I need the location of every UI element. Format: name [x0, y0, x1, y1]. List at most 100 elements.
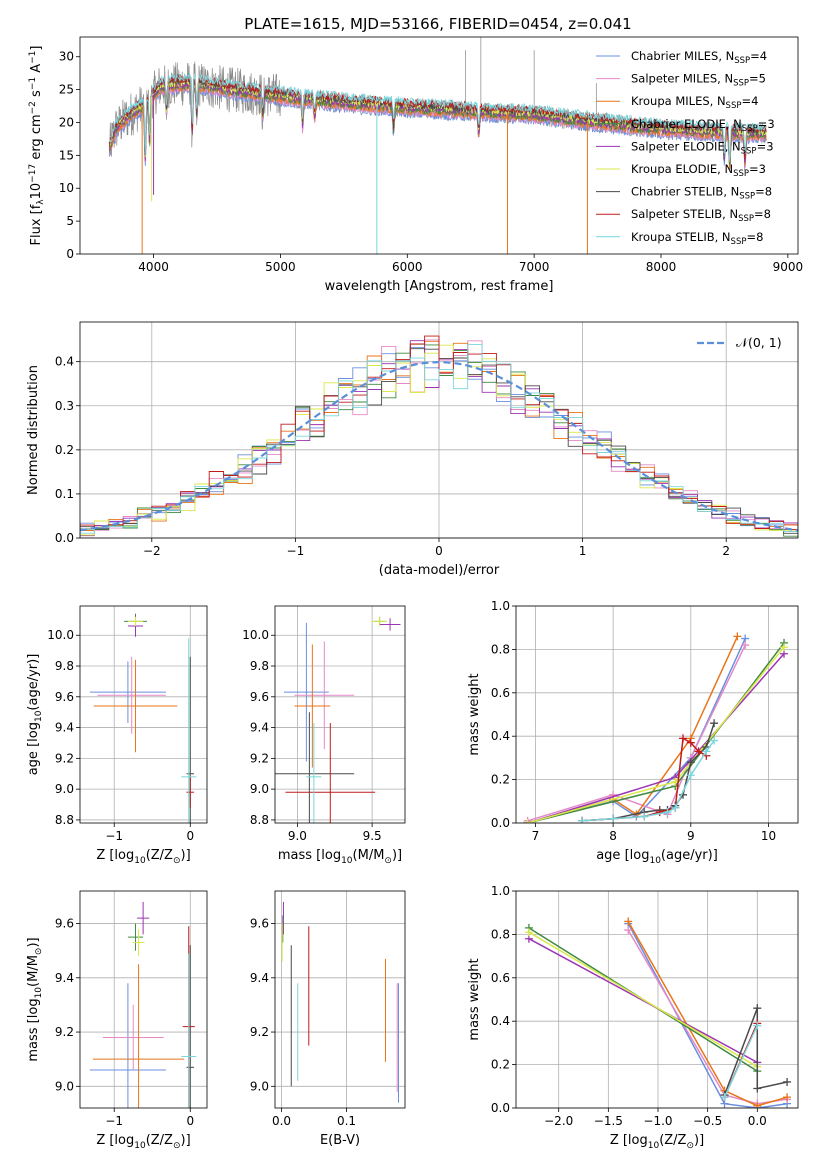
- x-tick-label: 5000: [265, 260, 296, 274]
- y-tick-label: 0.2: [491, 1058, 510, 1072]
- label-part: mass weight: [467, 958, 482, 1040]
- x-axis-label: age [log10(age/yr)]: [596, 848, 718, 866]
- y-tick-label: 20: [59, 115, 74, 129]
- legend-label: Chabrier ELODIE, NSSP=3: [631, 117, 775, 134]
- x-tick-label: 9000: [773, 260, 804, 274]
- point-marker-chab_stelib: [686, 758, 695, 767]
- label-part: (M/M: [26, 955, 41, 987]
- series-line-krou_stelib: [581, 740, 715, 822]
- x-axis-label: Z [log10(Z/Z⊙)]: [96, 848, 190, 866]
- label-part: Salpeter MILES, N: [631, 72, 733, 86]
- x-tick-label: 10: [761, 829, 776, 843]
- y-tick-label: 9.0: [250, 782, 269, 796]
- y-tick-label: 9.2: [55, 751, 74, 765]
- label-part: Flux [f: [29, 204, 44, 245]
- y-axis-label: Normed distribution: [26, 365, 41, 495]
- label-part: (Z/Z: [146, 848, 173, 863]
- plot-area: [108, 37, 767, 254]
- label-part: =3: [757, 139, 774, 153]
- legend-label: Kroupa STELIB, NSSP=8: [631, 230, 763, 247]
- label-part: erg cm: [29, 114, 44, 163]
- label-part: =4: [750, 49, 767, 63]
- label-part: Kroupa ELODIE, N: [631, 162, 733, 176]
- point-marker-salp_miles: [624, 926, 633, 935]
- model-spectrum-salp_stelib: [108, 74, 767, 162]
- point-marker-salp_stelib: [686, 738, 695, 747]
- label-part: (Z/Z: [659, 1133, 686, 1148]
- label-part: )]: [694, 1133, 704, 1148]
- y-tick-label: 1.0: [491, 599, 510, 613]
- y-tick-label: 9.0: [55, 1079, 74, 1093]
- label-part: SSP: [739, 192, 755, 202]
- label-part: 10: [649, 856, 661, 866]
- y-tick-label: 0.2: [55, 443, 74, 457]
- x-tick-label: 2: [722, 544, 730, 558]
- x-axis-label: wavelength [Angstrom, rest frame]: [325, 279, 554, 294]
- normal-reference-curve: [80, 360, 798, 532]
- label-part: 10: [29, 183, 44, 200]
- point-marker-krou_miles: [624, 917, 633, 926]
- label-part: Salpeter ELODIE, N: [631, 139, 741, 153]
- label-part: =5: [749, 72, 766, 86]
- model-spectrum-krou_stelib: [109, 73, 767, 161]
- point-marker-chab_stelib: [783, 1077, 792, 1086]
- panel-age_vs_mass: 9.0 9.5 8.8 9.0 9.2 9.4 9.6 9.8 10.0 mass [log10(…: [242, 605, 406, 866]
- y-tick-label: 9.6: [250, 917, 269, 931]
- point-marker-salp_stelib: [694, 747, 703, 756]
- y-tick-label: 0.6: [491, 686, 510, 700]
- label-part: 10: [34, 987, 44, 999]
- label-part: s: [29, 90, 44, 101]
- axes-frame: [79, 321, 799, 539]
- point-marker-krou_miles: [783, 1093, 792, 1102]
- label-part: SSP: [733, 169, 749, 179]
- y-tick-label: 0.0: [491, 1101, 510, 1115]
- x-tick-label: −1: [105, 1114, 123, 1128]
- point-marker-chab_stelib: [753, 1084, 762, 1093]
- label-part: =8: [755, 185, 772, 199]
- x-tick-label: 0.1: [337, 1114, 356, 1128]
- label-part: =4: [741, 94, 758, 108]
- label-part: 10: [134, 856, 146, 866]
- y-tick-label: 0.2: [491, 773, 510, 787]
- plot-area: [275, 616, 401, 823]
- point-marker-krou_stelib: [710, 736, 719, 745]
- x-tick-label: 9.5: [363, 829, 382, 843]
- figure-title: PLATE=1615, MJD=53166, FIBERID=0454, z=0…: [244, 15, 631, 33]
- x-tick-label: −0.5: [693, 1114, 722, 1128]
- y-tick-label: 0.4: [55, 355, 74, 369]
- y-tick-label: 0.0: [55, 531, 74, 545]
- label-part: ⊙: [34, 948, 44, 956]
- point-marker-salp_stelib: [679, 734, 688, 743]
- y-tick-label: 0.8: [491, 642, 510, 656]
- plot-area: [523, 632, 789, 823]
- series-line-salp_elodie: [527, 653, 785, 823]
- y-axis-label: Flux [fλ10−17 erg cm−2 s−1 A−1]: [28, 46, 46, 246]
- y-tick-label: 1.0: [491, 884, 510, 898]
- panel-residuals: −2 −1 0 1 2 0.0 0.1 0.2 0.3 0.4 (data-model)/error…: [26, 321, 799, 578]
- label-part: SSP: [738, 214, 754, 224]
- label-part: Chabrier MILES, N: [631, 49, 734, 63]
- label-part: −17: [28, 164, 38, 183]
- label-part: (age/yr)]: [26, 654, 41, 711]
- point-marker-salp_miles: [741, 641, 750, 650]
- point-marker-krou_stelib: [671, 803, 680, 812]
- x-tick-label: 6000: [392, 260, 423, 274]
- y-tick-label: 8.8: [250, 813, 269, 827]
- point-marker-krou_elodie: [780, 643, 789, 652]
- y-tick-label: 0.8: [491, 927, 510, 941]
- label-part: (Z/Z: [146, 1133, 173, 1148]
- label-part: (M/M: [353, 848, 385, 863]
- series-line-salp_miles: [527, 644, 746, 822]
- y-tick-label: 9.6: [250, 690, 269, 704]
- y-tick-label: 9.6: [55, 690, 74, 704]
- y-tick-label: 9.4: [55, 971, 74, 985]
- x-axis-label: Z [log10(Z/Z⊙)]: [96, 1133, 190, 1151]
- panel-mass_vs_ebv: 0.0 0.1 9.0 9.2 9.4 9.6 E(B-V): [250, 890, 406, 1148]
- legend-label: Salpeter ELODIE, NSSP=3: [631, 139, 774, 156]
- point-marker-chab_stelib: [710, 719, 719, 728]
- y-tick-label: 0.4: [491, 1014, 510, 1028]
- point-marker-krou_elodie: [524, 928, 533, 937]
- legend-label: Chabrier STELIB, NSSP=8: [631, 185, 772, 202]
- legend-label: 𝒩(0, 1): [736, 335, 782, 350]
